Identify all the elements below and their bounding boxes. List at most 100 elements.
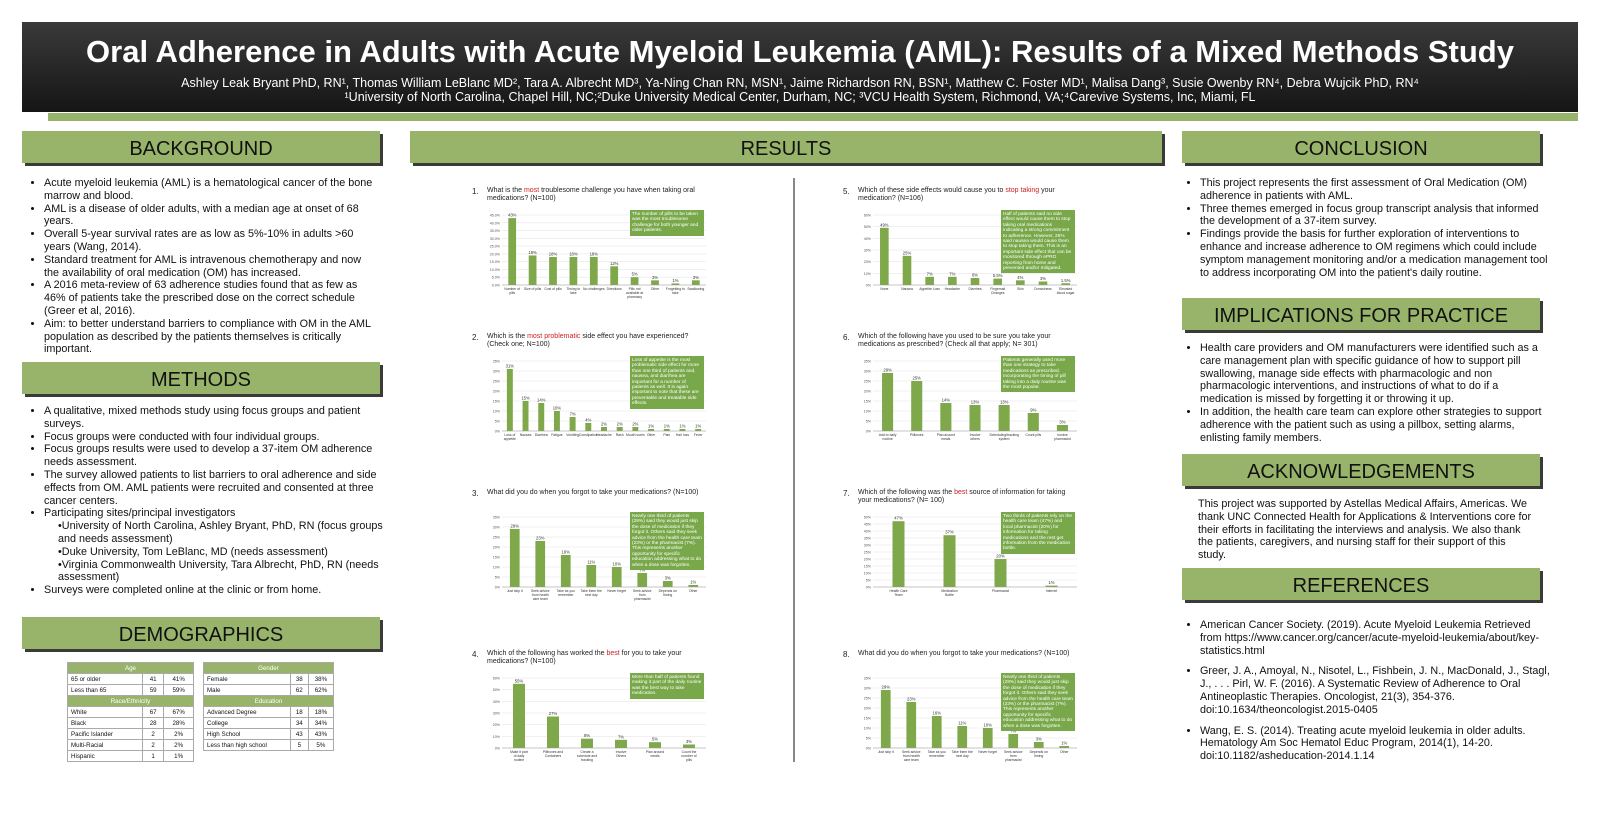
results-chart-1: 1. What is the most troublesome challenge… [472, 185, 742, 310]
table-cell: 38% [307, 673, 335, 685]
bar [982, 728, 993, 748]
chart-question: Which of the following was the best sour… [858, 489, 1073, 505]
data-label: 19% [528, 250, 537, 255]
question-highlight: best [954, 489, 968, 496]
bar [902, 255, 912, 285]
y-tick-label: 5.0% [492, 276, 501, 280]
data-label: 11% [958, 721, 966, 726]
y-tick-label: 30% [864, 370, 872, 374]
x-tick-label: Skin [1017, 287, 1024, 291]
table-cell: 1 [142, 750, 165, 762]
bar [615, 739, 627, 748]
x-tick-label: Number of pills [504, 287, 520, 295]
x-tick-label: Involve others [970, 433, 981, 441]
x-tick-label: Vomiting [566, 433, 579, 437]
reference-item: Wang, E. S. (2014). Treating acute myelo… [1200, 725, 1552, 763]
table-cell: 59% [163, 684, 194, 696]
chart-callout-note: Nearly one third of patients (29%) said … [630, 512, 704, 571]
y-tick-label: 25% [864, 380, 872, 384]
x-tick-label: Seek advice from pharmacist [633, 589, 652, 601]
list-item: In addition, the health care team can ex… [1200, 406, 1552, 444]
y-tick-label: 25.0% [490, 245, 501, 249]
bar [998, 405, 1010, 431]
bar [671, 283, 680, 285]
chart-number: 2. [472, 333, 479, 342]
bar [611, 567, 622, 587]
data-label: 1% [1061, 741, 1067, 746]
bar [683, 744, 695, 748]
data-label: 5% [632, 272, 638, 277]
chart-number: 3. [472, 489, 479, 498]
data-label: 3% [693, 275, 699, 280]
question-text: Which of the following was the [858, 489, 955, 496]
y-tick-label: 30.0% [490, 237, 501, 241]
x-tick-label: Depends on timing [659, 589, 677, 597]
data-label: 3% [665, 576, 671, 581]
table-cell: Less than high school [203, 739, 291, 751]
x-tick-label: Never forget [978, 750, 997, 754]
question-text: Which is the [487, 333, 528, 340]
demographics-table-age-race: Age 65 or older 41 41% Less than 65 59 59% Race… [66, 662, 194, 762]
data-label: 43% [508, 213, 517, 218]
data-label: 18% [590, 252, 599, 257]
table-row: Multi-Racial 2 2% [66, 739, 194, 751]
y-tick-label: 50% [864, 516, 872, 520]
bar [616, 427, 623, 431]
table-cell: 5 [289, 739, 309, 751]
x-tick-label: Take them the next day [581, 589, 602, 597]
bar [679, 429, 686, 431]
question-text: What did you do when you forgot to take … [858, 650, 1070, 657]
list-item: Health care providers and OM manufacture… [1200, 342, 1552, 406]
table-row: Hispanic 1 1% [66, 750, 194, 762]
y-tick-label: 30% [864, 544, 872, 548]
x-tick-label: Headache [945, 287, 961, 291]
bar [1056, 425, 1068, 431]
table-cell: Male [203, 684, 291, 696]
bar [506, 369, 513, 431]
bar [1033, 742, 1044, 748]
bar [649, 742, 661, 748]
data-label: 1% [1048, 580, 1054, 585]
reference-item: Greer, J. A., Amoyal, N., Nisotel, L., F… [1200, 665, 1552, 716]
x-tick-label: Nausea [520, 433, 532, 437]
chart-number: 5. [843, 187, 850, 196]
methods-list: A qualitative, mixed methods study using… [26, 405, 384, 597]
data-label: 3% [686, 739, 692, 744]
data-label: 7% [570, 412, 576, 417]
list-item: Duke University, Tom LeBlanc, MD (needs … [58, 546, 384, 559]
table-cell: 34% [307, 717, 335, 729]
x-tick-label: Just skip it [507, 589, 523, 593]
bar [969, 405, 981, 431]
bar [601, 427, 607, 431]
y-tick-label: 0% [495, 430, 501, 434]
data-label: 8% [584, 733, 590, 738]
background-heading: BACKGROUND [22, 131, 380, 163]
bar [586, 565, 597, 587]
results-chart-6: 6. Which of the following have you used t… [843, 331, 1113, 456]
bar [547, 716, 559, 748]
y-tick-label: 30% [864, 249, 872, 253]
y-tick-label: 5% [866, 579, 872, 583]
y-tick-label: 20% [493, 723, 501, 727]
y-tick-label: 10% [493, 735, 501, 739]
y-tick-label: 60% [864, 214, 872, 218]
table-row: College 34 34% [203, 717, 335, 729]
methods-heading: METHODS [22, 362, 380, 394]
bar [1061, 283, 1070, 285]
y-tick-label: 5% [495, 420, 501, 424]
chart-question: What did you do when you forgot to take … [487, 489, 702, 497]
chart-question: Which of the following have you used to … [858, 333, 1073, 349]
bar [1038, 281, 1048, 285]
question-highlight: most problematic [527, 333, 581, 340]
x-tick-label: Never forget [607, 589, 626, 593]
question-text: source of information for taking your me… [858, 489, 1066, 504]
bar [1008, 734, 1019, 748]
chart-question: Which of the following has worked the be… [487, 650, 702, 666]
table-cell: 28 [142, 717, 165, 729]
chart-number: 8. [843, 650, 850, 659]
x-tick-label: Mouth sores [626, 433, 645, 437]
list-item: Focus groups were conducted with four in… [44, 431, 384, 444]
bar [880, 227, 889, 285]
question-text: Which of these side effects would cause … [858, 187, 1006, 194]
data-label: 1% [679, 424, 685, 429]
